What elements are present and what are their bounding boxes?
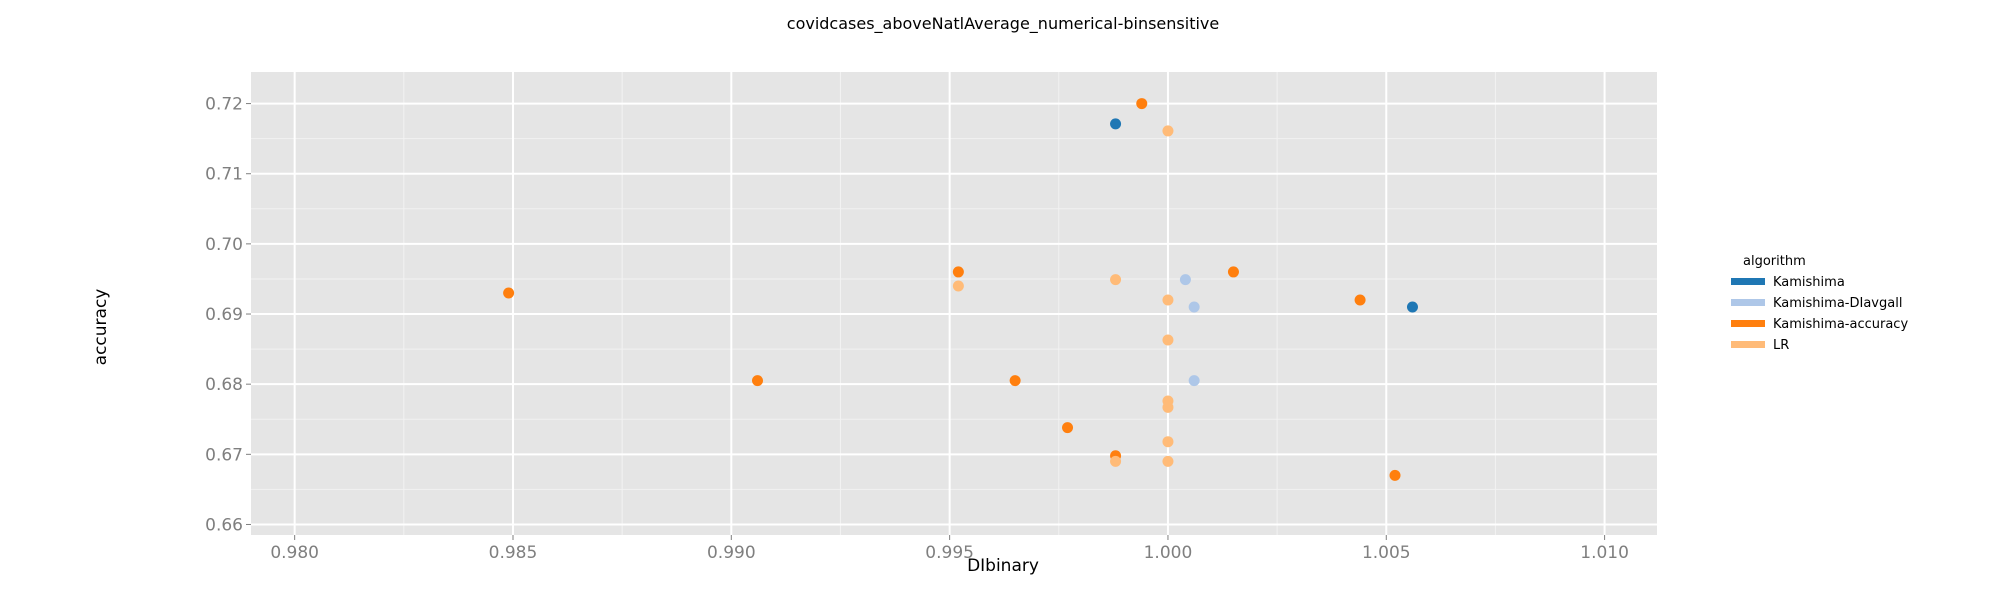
legend-label-lr: LR	[1773, 338, 1789, 353]
legend-swatch-kamishima-diavgall	[1731, 299, 1765, 306]
y-tick-label: 0.72	[205, 95, 243, 115]
y-tick-label: 0.67	[205, 445, 243, 465]
y-tick-label: 0.66	[205, 515, 243, 535]
x-tick-label: 0.980	[270, 543, 319, 563]
point-kamishima-diavgall	[1179, 274, 1191, 286]
x-tick-label: 1.010	[1580, 543, 1629, 563]
point-lr	[1162, 436, 1174, 448]
point-kamishima-accuracy	[1009, 375, 1021, 387]
y-tick-label: 0.69	[205, 305, 243, 325]
x-tick-label: 0.985	[489, 543, 538, 563]
minor-gridlines	[251, 72, 1657, 535]
point-kamishima	[1110, 118, 1122, 130]
legend-label-kamishima-accuracy: Kamishima-accuracy	[1773, 317, 1908, 332]
point-kamishima-accuracy	[1389, 469, 1401, 481]
point-lr	[1110, 455, 1122, 467]
point-kamishima-accuracy	[1227, 266, 1239, 278]
point-lr	[1110, 274, 1122, 286]
point-kamishima-accuracy	[752, 375, 764, 387]
point-kamishima-diavgall	[1188, 301, 1200, 313]
point-lr	[1162, 294, 1174, 306]
legend-swatch-kamishima	[1731, 278, 1765, 285]
y-tick-label: 0.70	[205, 235, 243, 255]
data-points	[503, 98, 1418, 481]
legend-swatch-lr	[1731, 341, 1765, 348]
point-kamishima-accuracy	[1062, 422, 1074, 434]
point-kamishima-diavgall	[1188, 375, 1200, 387]
x-tick-label: 1.005	[1362, 543, 1411, 563]
legend-label-kamishima: Kamishima	[1773, 275, 1845, 290]
y-axis-title: accuracy	[91, 289, 111, 366]
plot-background	[251, 72, 1657, 535]
point-kamishima-accuracy	[952, 266, 964, 278]
y-tick-label: 0.68	[205, 375, 243, 395]
x-tick-label: 0.995	[925, 543, 974, 563]
legend: algorithm Kamishima Kamishima-DIavgall Kam…	[1731, 254, 1908, 353]
x-tick-label: 0.990	[707, 543, 756, 563]
x-axis-title: DIbinary	[967, 556, 1039, 576]
point-lr	[1162, 401, 1174, 413]
legend-title: algorithm	[1743, 254, 1806, 269]
point-lr	[1162, 125, 1174, 137]
x-axis: 0.980 0.985 0.990 0.995 1.000 1.005 1.010	[270, 535, 1629, 563]
y-tick-label: 0.71	[205, 165, 243, 185]
chart-title: covidcases_aboveNatlAverage_numerical-bi…	[787, 14, 1219, 34]
y-axis: 0.66 0.67 0.68 0.69 0.70 0.71 0.72	[205, 95, 251, 535]
point-lr	[1162, 455, 1174, 467]
point-kamishima	[1406, 301, 1418, 313]
point-lr	[952, 280, 964, 292]
point-lr	[1162, 334, 1174, 346]
x-tick-label: 1.000	[1144, 543, 1193, 563]
point-kamishima-accuracy	[503, 287, 515, 299]
legend-label-kamishima-diavgall: Kamishima-DIavgall	[1773, 296, 1902, 311]
point-kamishima-accuracy	[1136, 98, 1148, 110]
point-kamishima-accuracy	[1354, 294, 1366, 306]
legend-swatch-kamishima-accuracy	[1731, 320, 1765, 327]
major-gridlines	[251, 72, 1657, 535]
